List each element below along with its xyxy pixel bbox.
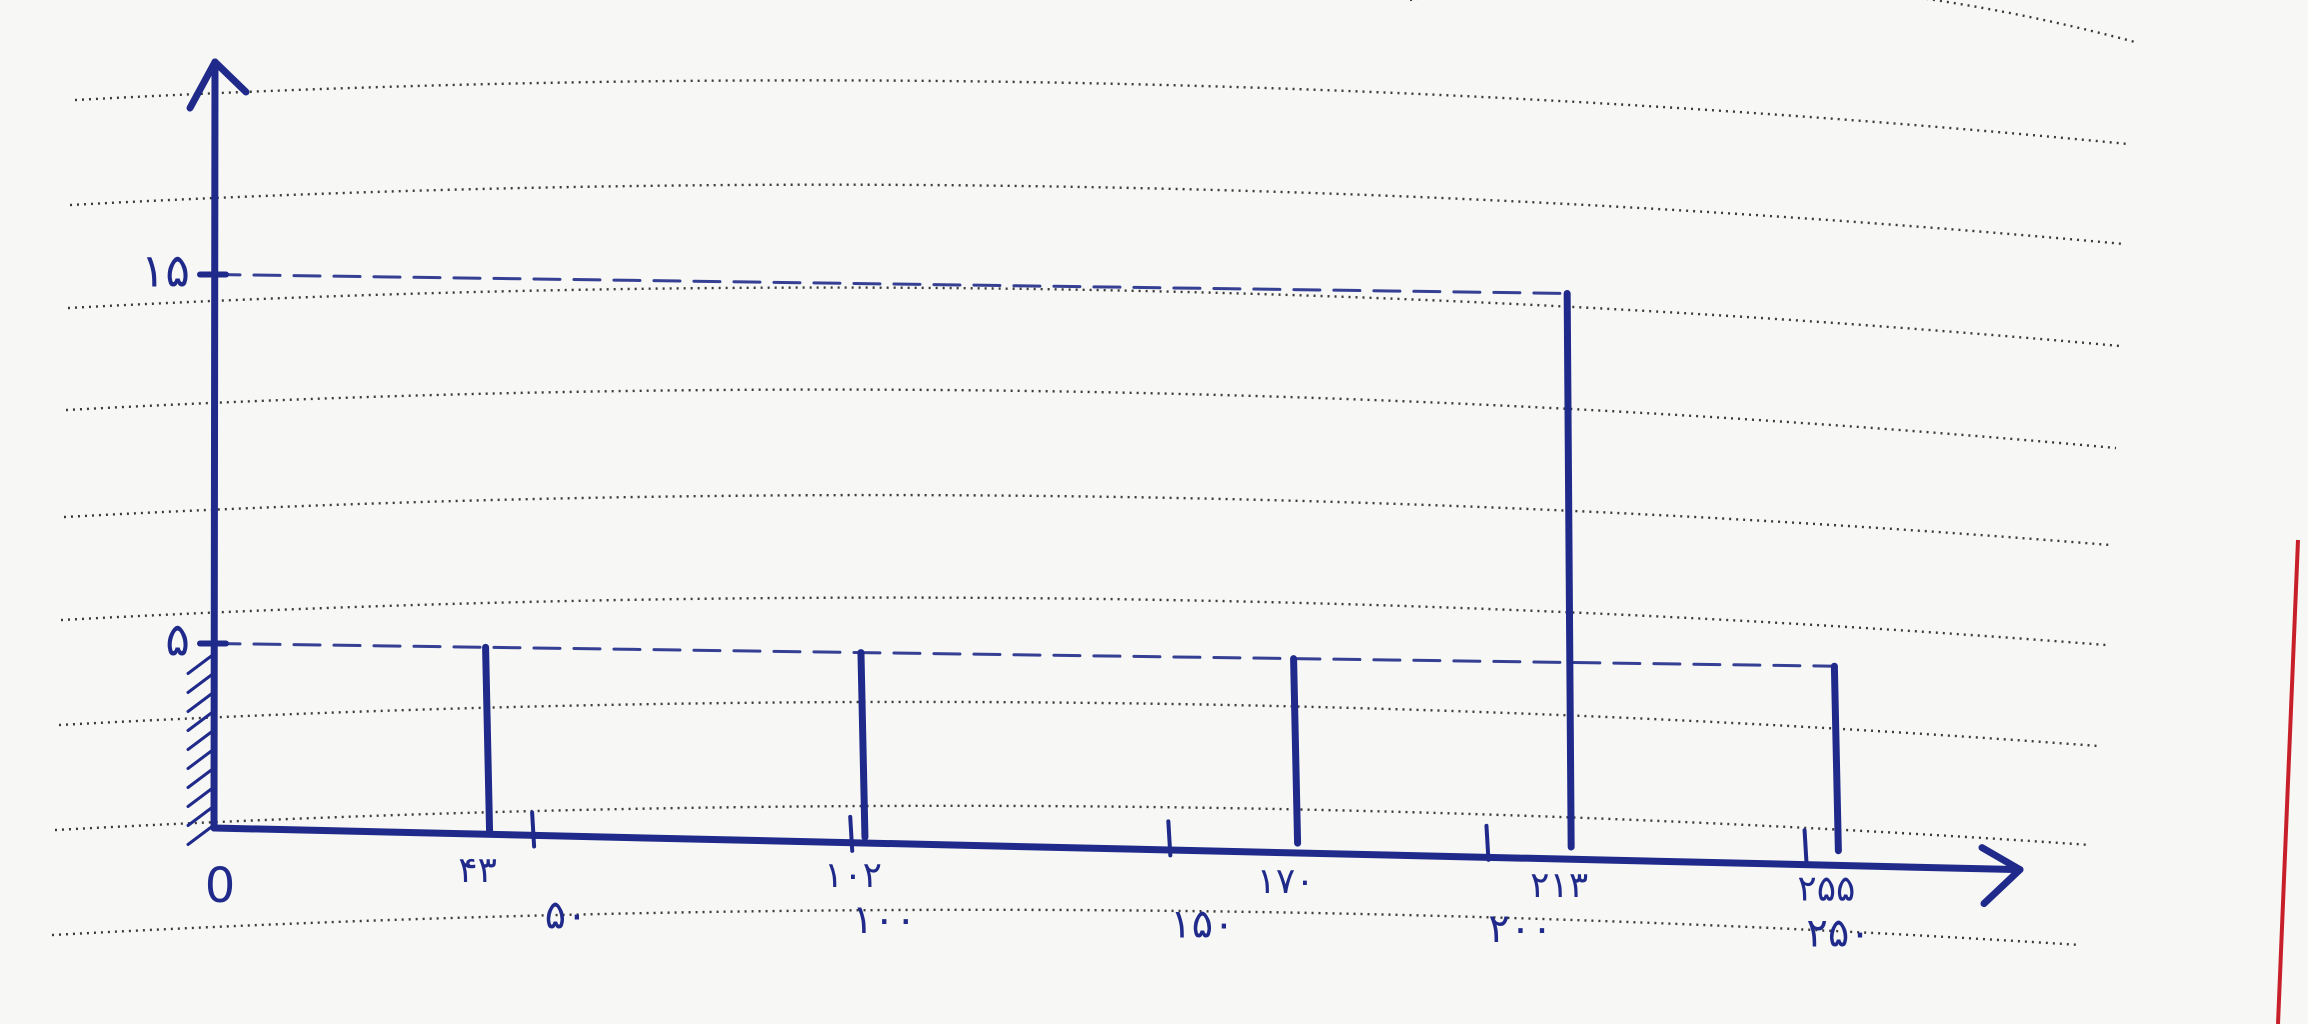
bar-x-label: ۴۳ xyxy=(458,850,497,891)
ruled-line xyxy=(1410,0,2136,44)
x-axis-arrowhead xyxy=(1978,844,2024,908)
x-tick-label: ۵۰ xyxy=(545,892,588,938)
hatch-mark xyxy=(186,749,214,770)
margin-line xyxy=(2276,539,2300,1024)
ruled-line xyxy=(54,804,2091,847)
level-guide-line xyxy=(212,273,1571,295)
hatch-mark xyxy=(186,825,214,846)
x-tick xyxy=(530,810,537,849)
bar-x-label: ۱۰۲ xyxy=(824,855,882,896)
bar-x-label: ۱۷۰ xyxy=(1257,861,1315,902)
hatch-mark xyxy=(186,730,214,751)
hatch-mark xyxy=(186,692,214,713)
bar xyxy=(482,643,494,836)
y-axis xyxy=(210,58,219,832)
ruled-line xyxy=(58,700,2099,748)
level-guide-line xyxy=(212,642,1838,668)
x-tick xyxy=(1484,823,1491,862)
ruled-line xyxy=(60,596,2107,647)
hatch-mark xyxy=(186,673,214,694)
plot-area: ۵ ۱۵ 0 ۵۰ ۱۰۰ ۱۵۰ ۲۰۰ ۲۵۰ ۴۳ ۱۰۲ ۱۷۰ ۲۱۳ ۲۵۵ xyxy=(141,58,2024,956)
x-tick xyxy=(1166,819,1173,858)
x-tick xyxy=(1802,828,1809,867)
x-tick xyxy=(848,814,855,853)
hatch-mark xyxy=(186,806,214,827)
x-axis xyxy=(210,824,2024,874)
ruled-line xyxy=(67,286,2121,348)
hatch-mark xyxy=(186,654,214,675)
hatch-mark xyxy=(186,768,214,789)
x-tick-label: ۱۵۰ xyxy=(1170,901,1234,947)
hatch-mark xyxy=(186,711,214,732)
hatch-mark xyxy=(186,787,214,808)
x-tick-label: ۱۰۰ xyxy=(852,897,916,943)
y-tick-label: ۱۵ xyxy=(141,244,190,298)
ruled-line xyxy=(69,183,2125,246)
bar-x-label: ۲۵۵ xyxy=(1797,869,1855,910)
bar-x-label: ۲۱۳ xyxy=(1530,865,1588,906)
bar xyxy=(1290,655,1302,847)
x-tick-label: 0 xyxy=(205,858,236,914)
ruled-line xyxy=(51,908,2081,947)
x-tick-label: ۲۵۰ xyxy=(1806,910,1870,956)
bar xyxy=(857,649,869,841)
ruled-lines xyxy=(51,0,2136,947)
bar xyxy=(1830,662,1842,855)
ruled-line xyxy=(65,388,2117,450)
y-axis-arrowhead xyxy=(186,58,250,112)
y-tick-label: ۵ xyxy=(165,613,190,667)
ruled-line xyxy=(74,79,2129,146)
bar xyxy=(1563,289,1575,851)
x-tick-label: ۲۰۰ xyxy=(1488,906,1552,952)
ruled-line xyxy=(63,493,2111,547)
